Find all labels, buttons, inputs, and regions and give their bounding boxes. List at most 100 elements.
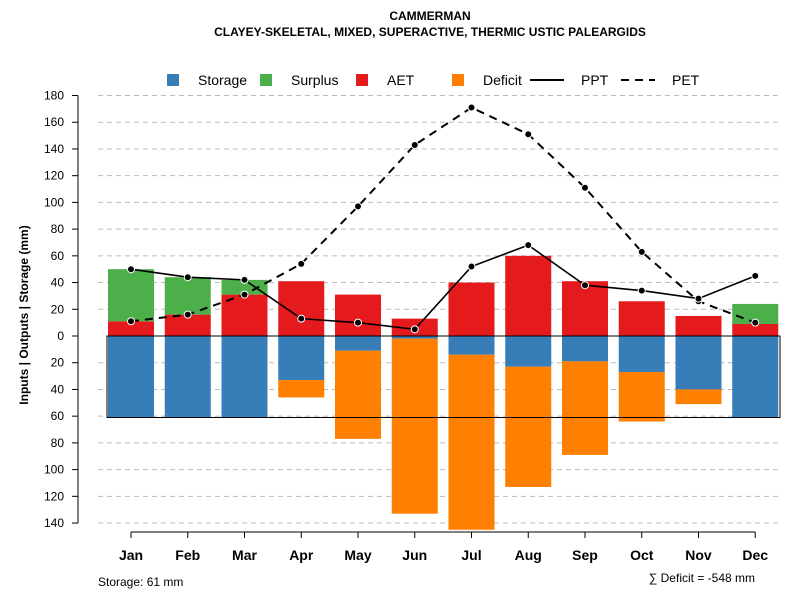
y-tick-label: 180 xyxy=(44,89,64,103)
y-tick-label: 40 xyxy=(51,276,65,290)
storage-bar-mar xyxy=(221,336,268,418)
ppt-point-feb xyxy=(183,273,192,282)
x-tick-label-aug: Aug xyxy=(515,547,542,563)
pet-point-jan xyxy=(127,317,135,326)
deficit-bar-may xyxy=(335,350,381,439)
legend-item-deficit: Deficit xyxy=(452,72,522,88)
storage-bar-dec xyxy=(732,336,779,418)
y-tick-label: 80 xyxy=(51,436,65,450)
x-tick-label-nov: Nov xyxy=(685,547,712,563)
y-tick-label: 20 xyxy=(51,302,65,316)
y-tick-label: 60 xyxy=(51,249,65,263)
x-tick-label-oct: Oct xyxy=(630,547,654,563)
y-tick-label: 140 xyxy=(44,516,64,530)
x-tick-label-feb: Feb xyxy=(175,547,200,563)
aet-bar-jul xyxy=(448,282,495,336)
legend-item-ppt: PPT xyxy=(530,72,609,88)
legend-item-storage: Storage xyxy=(167,72,247,88)
ppt-point-mar xyxy=(240,275,249,284)
pet-point-oct xyxy=(637,247,646,256)
x-tick-label-jul: Jul xyxy=(461,547,481,563)
surplus-bar-dec xyxy=(732,303,779,324)
storage-bar-jun xyxy=(391,336,438,339)
legend-label: Storage xyxy=(198,72,247,88)
y-tick-label: 140 xyxy=(44,142,64,156)
storage-bar-nov xyxy=(675,336,722,390)
y-axis-label: Inputs | Outputs | Storage (mm) xyxy=(17,225,31,404)
legend-item-surplus: Surplus xyxy=(260,72,338,88)
storage-bar-aug xyxy=(505,336,552,367)
aet-bar-sep xyxy=(562,281,608,336)
deficit-bar-aug xyxy=(505,366,552,487)
chart-subtitle: CLAYEY-SKELETAL, MIXED, SUPERACTIVE, THE… xyxy=(214,25,646,39)
pet-point-jun xyxy=(410,140,419,149)
storage-bar-may xyxy=(335,336,381,351)
aet-bar-mar xyxy=(221,294,268,336)
gridlines xyxy=(98,95,780,524)
x-tick-label-dec: Dec xyxy=(742,547,768,563)
pet-point-dec xyxy=(751,318,760,327)
deficit-bar-jun xyxy=(391,338,438,514)
y-tick-label: 120 xyxy=(44,489,64,503)
pet-point-sep xyxy=(581,183,589,192)
pet-line xyxy=(130,106,756,324)
x-tick-label-jan: Jan xyxy=(119,547,143,563)
ppt-line xyxy=(130,244,756,331)
legend-swatch xyxy=(356,74,368,86)
y-tick-label: 60 xyxy=(51,409,65,423)
axes: 0 20 40 60 80 100 120 140 160 180 20 40 60 80 100 120 14… xyxy=(44,89,768,563)
storage-bar-jul xyxy=(448,336,495,355)
y-tick-label: 0 xyxy=(57,329,64,343)
legend-label: PET xyxy=(672,72,700,88)
legend: Storage Surplus AET Deficit PPT PET xyxy=(167,72,700,88)
legend-swatch xyxy=(260,74,272,86)
storage-bar-feb xyxy=(164,336,211,418)
pet-point-mar xyxy=(240,290,249,299)
y-tick-label: 100 xyxy=(44,195,64,209)
deficit-bar-nov xyxy=(675,389,722,405)
y-tick-label: 80 xyxy=(51,222,65,236)
y-tick-label: 160 xyxy=(44,115,64,129)
pet-point-jul xyxy=(467,103,476,112)
legend-item-aet: AET xyxy=(356,72,415,88)
y-tick-label: 100 xyxy=(44,463,64,477)
x-tick-label-apr: Apr xyxy=(289,547,314,563)
ppt-point-sep xyxy=(581,281,589,290)
ppt-point-apr xyxy=(297,314,306,323)
y-tick-label: 20 xyxy=(51,356,65,370)
aet-bar-aug xyxy=(505,255,552,336)
chart-title: CAMMERMAN xyxy=(389,9,470,23)
aet-bar-apr xyxy=(278,281,325,336)
pet-point-feb xyxy=(183,310,192,319)
storage-bar-apr xyxy=(278,336,325,381)
pet-point-aug xyxy=(524,130,533,139)
ppt-point-jun xyxy=(410,325,419,334)
legend-label: Deficit xyxy=(483,72,522,88)
storage-bar-jan xyxy=(108,336,154,418)
ppt-point-may xyxy=(354,318,362,327)
ppt-point-aug xyxy=(524,241,533,250)
aet-bar-jan xyxy=(108,321,154,336)
storage-bar-oct xyxy=(618,336,665,373)
pet-point-apr xyxy=(297,259,306,268)
aet-bar-feb xyxy=(164,314,211,336)
x-tick-label-may: May xyxy=(344,547,371,563)
x-tick-label-jun: Jun xyxy=(402,547,427,563)
deficit-bar-oct xyxy=(618,372,665,422)
aet-bar-oct xyxy=(618,301,665,336)
aet-bar-dec xyxy=(732,323,779,336)
deficit-bar-jul xyxy=(448,354,495,530)
surplus-bar-mar xyxy=(221,279,268,295)
legend-label: Surplus xyxy=(291,72,338,88)
ppt-point-jan xyxy=(127,265,135,274)
ppt-point-jul xyxy=(467,262,476,271)
deficit-note: ∑ Deficit = -548 mm xyxy=(649,571,755,585)
aet-bar-may xyxy=(335,294,381,336)
ppt-point-oct xyxy=(637,286,646,295)
surplus-bar-jan xyxy=(108,269,154,322)
y-tick-label: 120 xyxy=(44,169,64,183)
legend-label: AET xyxy=(387,72,415,88)
bars xyxy=(106,255,781,530)
ppt-point-dec xyxy=(751,271,760,280)
